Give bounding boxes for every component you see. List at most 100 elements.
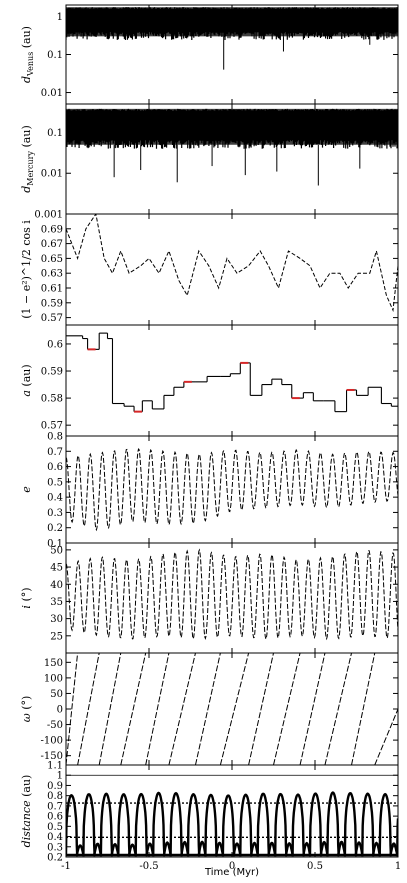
panel-frame xyxy=(65,542,399,654)
xtick-label: 0.5 xyxy=(307,861,323,872)
ytick-label: 0.6 xyxy=(47,462,63,473)
ytick-label: 50 xyxy=(50,545,63,556)
ytick-label: 45 xyxy=(50,563,63,574)
series-line xyxy=(66,840,398,857)
ytick-label: 0.67 xyxy=(41,239,63,250)
data-point xyxy=(120,653,147,765)
ytick-label: -150 xyxy=(41,751,63,762)
ytick-label: 40 xyxy=(50,580,63,591)
ytick-label: 0.01 xyxy=(41,169,63,180)
ytick-label: 0.1 xyxy=(47,50,63,61)
series-line xyxy=(66,791,398,857)
ytick-label: 0.4 xyxy=(47,493,63,504)
ytick-label: 35 xyxy=(50,597,63,608)
ytick-label: 1 xyxy=(57,12,63,23)
ylabel-d-mercury: dMercury (au) xyxy=(20,125,35,193)
ytick-label: 0.58 xyxy=(41,394,63,405)
data-point xyxy=(273,653,301,765)
ytick-label: 0.8 xyxy=(47,791,63,802)
ytick-label: 0.69 xyxy=(41,224,63,235)
ylabel-symbol: d xyxy=(20,186,33,193)
xtick-label: -0.5 xyxy=(139,861,158,872)
panel-e: 0.1 0.2 0.3 0.4 0.5 0.6 0.7 0.8 e xyxy=(20,432,399,550)
data-point xyxy=(324,653,353,765)
data-point xyxy=(374,707,398,765)
panel-distance: 0.20.30.40.50.60.70.80.911.1 distance (au… xyxy=(20,761,399,864)
ylabel-subscript: Venus xyxy=(26,52,35,77)
data-point xyxy=(351,653,376,765)
panel-frame xyxy=(65,213,399,326)
ytick-label: 0.7 xyxy=(47,801,63,812)
panel-omega: -150 -100 -50 0 50 100 150 ω (°) xyxy=(20,652,399,766)
panel-frame xyxy=(65,652,399,766)
ylabel-symbol: d xyxy=(20,76,33,83)
panel-kozai: 0.57 0.59 0.61 0.63 0.65 0.67 0.69 (1 − e²)^1/2… xyxy=(20,213,399,326)
series-group xyxy=(66,214,398,313)
ylabel-unit: (au) xyxy=(20,364,33,390)
xlabel: Time (Myr) xyxy=(204,867,259,878)
ytick-label: 0.63 xyxy=(41,269,63,280)
data-point xyxy=(77,653,100,765)
series-group xyxy=(66,774,398,857)
data-point xyxy=(219,653,250,765)
ylabel-e: e xyxy=(20,486,33,493)
series-group xyxy=(66,7,398,70)
panel-d-mercury: 0.1 0.01 0.001 dMercury (au) xyxy=(20,103,399,221)
ytick-label: 100 xyxy=(44,673,63,684)
series-line xyxy=(66,548,398,641)
ytick-label: 30 xyxy=(50,614,63,625)
ytick-label: 0.61 xyxy=(41,284,63,295)
ytick-label: 0.5 xyxy=(47,822,63,833)
ylabel-unit: (au) xyxy=(20,26,33,52)
xtick-label: -1 xyxy=(61,861,71,872)
ylabel-a: a (au) xyxy=(20,364,33,396)
ylabel-unit: (au) xyxy=(20,775,33,801)
data-point xyxy=(168,653,196,765)
ytick-label: 0.59 xyxy=(41,367,63,378)
ytick-label: 0.3 xyxy=(47,842,63,853)
ylabel-distance: distance (au) xyxy=(20,775,33,848)
ytick-label: 1 xyxy=(57,771,63,782)
ytick-label: 0.5 xyxy=(47,477,63,488)
series-group xyxy=(66,108,398,186)
ylabel-unit: (°) xyxy=(20,587,33,605)
data-point xyxy=(98,653,122,765)
ylabel-symbol: a xyxy=(20,390,33,397)
ytick-label: 0.4 xyxy=(47,832,63,843)
ylabel-symbol: i xyxy=(20,605,33,609)
ytick-label: -100 xyxy=(41,736,63,747)
data-point xyxy=(145,653,170,765)
ylabel-kozai: (1 − e²)^1/2 cos i xyxy=(20,220,33,319)
panel-frame xyxy=(65,324,399,437)
ytick-label: 0.3 xyxy=(47,508,63,519)
ylabel-i: i (°) xyxy=(20,587,33,608)
data-point xyxy=(299,653,326,765)
ytick-label: 0.59 xyxy=(41,298,63,309)
ytick-label: 0.1 xyxy=(47,128,63,139)
ytick-label: 0.65 xyxy=(41,254,63,265)
series-line xyxy=(66,448,398,532)
series-band xyxy=(66,7,398,37)
ylabel-unit: (°) xyxy=(20,696,33,714)
panel-a: 0.57 0.58 0.59 0.6 a (au) xyxy=(20,324,399,437)
series-line xyxy=(66,214,398,313)
data-point xyxy=(66,653,79,765)
panel-d-venus: 1 0.1 0.01 dVenus (au) xyxy=(20,4,399,105)
ytick-label: 150 xyxy=(44,658,63,669)
ytick-label: 0.9 xyxy=(47,781,63,792)
ytick-label: 0.8 xyxy=(47,432,63,443)
ylabel-subscript: Mercury xyxy=(26,151,35,186)
data-point xyxy=(248,653,274,765)
ylabel-d-venus: dVenus (au) xyxy=(20,26,35,83)
xtick-label: 0 xyxy=(229,861,235,872)
ytick-label: 1.1 xyxy=(47,761,63,772)
ylabel-omega: ω (°) xyxy=(20,696,33,723)
ytick-label: 0.2 xyxy=(47,853,63,864)
series-band xyxy=(66,108,398,145)
ytick-label: 0.2 xyxy=(47,523,63,534)
ytick-label: 0 xyxy=(57,705,63,716)
ytick-label: 0.6 xyxy=(47,812,63,823)
series-group xyxy=(66,332,398,413)
ylabel-symbol: ω xyxy=(20,713,33,722)
